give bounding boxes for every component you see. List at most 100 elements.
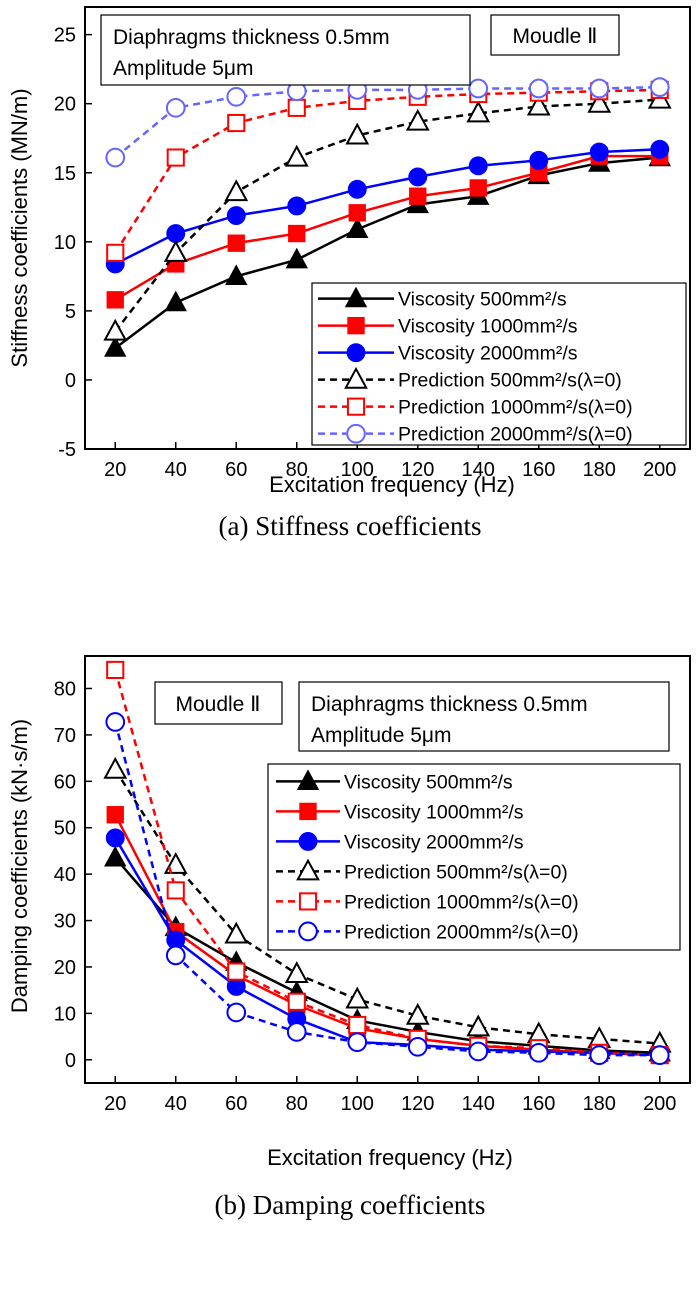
legend-marker <box>298 921 318 942</box>
data-point-prediction-2000mm-s-0-40 <box>165 945 186 966</box>
legend-marker <box>346 397 366 416</box>
data-point-prediction-500mm-s-0-120 <box>405 108 430 131</box>
legend-entry-prediction-1000mm-s-0: Prediction 1000mm²/s(λ=0) <box>276 891 579 913</box>
data-point-viscosity-1000mm-s-20 <box>106 291 124 309</box>
legend-marker <box>298 831 318 851</box>
data-point-prediction-1000mm-s-0-20 <box>106 660 125 679</box>
legend-marker <box>346 423 366 444</box>
legend-entry-prediction-500mm-s-0: Prediction 500mm²/s(λ=0) <box>318 366 622 392</box>
data-point-viscosity-1000mm-s-100 <box>348 204 366 222</box>
data-point-prediction-2000mm-s-0-40 <box>165 97 186 118</box>
panel-a-x-tick-label: 180 <box>583 459 616 481</box>
data-point-viscosity-2000mm-s-100 <box>347 179 367 199</box>
legend-entry-viscosity-1000mm-s: Viscosity 1000mm²/s <box>318 316 578 338</box>
legend-label: Prediction 500mm²/s(λ=0) <box>344 861 568 883</box>
data-point-viscosity-1000mm-s-20 <box>106 806 124 824</box>
panel-b-caption: (b) Damping coefficients <box>215 1190 486 1220</box>
data-point-viscosity-2000mm-s-160 <box>529 150 549 170</box>
legend-entry-viscosity-500mm-s: Viscosity 500mm²/s <box>318 286 567 311</box>
panel-b-y-tick-label: 60 <box>54 771 76 793</box>
series-line-prediction-2000mm-s-0 <box>114 721 660 1057</box>
panel-b-damping: 20 40 60 80 100 120 140 160 180 200 0 10 20 30 40 50 60 7… <box>7 655 691 1220</box>
data-point-viscosity-2000mm-s-80 <box>287 196 307 216</box>
panel-b-y-tick-label: 10 <box>54 1003 76 1025</box>
panel-b-module-box <box>154 681 283 725</box>
series-line-viscosity-500mm-s <box>114 857 660 1055</box>
data-point-viscosity-500mm-s-80 <box>285 247 308 269</box>
data-point-prediction-500mm-s-0-140 <box>466 100 491 123</box>
legend-label: Viscosity 2000mm²/s <box>398 343 578 365</box>
legend-entry-viscosity-500mm-s: Viscosity 500mm²/s <box>276 769 513 793</box>
panel-b-series <box>103 660 672 1065</box>
panel-b-y-tick-label: 40 <box>54 864 76 886</box>
panel-b-annotation-thickness: Diaphragms thickness 0.5mm <box>311 693 588 716</box>
panel-a-y-tick-label: 5 <box>65 301 76 323</box>
panel-b-y-tick-label: 70 <box>54 725 76 747</box>
data-point-viscosity-2000mm-s-20 <box>105 828 125 848</box>
series-line-viscosity-2000mm-s <box>114 837 660 1057</box>
panel-a-x-tick-label: 160 <box>522 459 555 481</box>
data-point-prediction-1000mm-s-0-40 <box>166 881 185 900</box>
data-point-prediction-500mm-s-0-100 <box>345 122 370 145</box>
panel-b-x-tick-label: 60 <box>225 1093 247 1115</box>
data-point-prediction-500mm-s-0-120 <box>405 1002 430 1025</box>
legend-marker <box>344 286 368 308</box>
panel-b-x-tick-label: 180 <box>583 1093 616 1115</box>
data-point-prediction-1000mm-s-0-40 <box>166 148 185 167</box>
data-point-prediction-2000mm-s-0-160 <box>528 78 549 99</box>
data-point-prediction-2000mm-s-0-80 <box>286 1022 307 1042</box>
panel-b-y-axis-title: Damping coefficients (kN·s/m) <box>7 719 32 1013</box>
panel-a-module-box <box>490 14 620 56</box>
data-point-prediction-1000mm-s-0-80 <box>287 992 306 1011</box>
series-line-viscosity-2000mm-s <box>114 148 660 266</box>
panel-a-x-tick-label: 60 <box>225 459 247 481</box>
series-prediction-500mm-s-0 <box>103 86 672 341</box>
data-point-prediction-500mm-s-0-100 <box>345 986 370 1009</box>
data-point-viscosity-1000mm-s-80 <box>288 224 306 243</box>
data-point-prediction-2000mm-s-0-200 <box>649 1045 670 1065</box>
data-point-prediction-500mm-s-0-20 <box>103 756 128 779</box>
data-point-prediction-500mm-s-0-140 <box>466 1014 491 1037</box>
panel-a-x-tick-label: 20 <box>104 459 126 481</box>
data-point-viscosity-500mm-s-40 <box>164 290 187 312</box>
legend-marker <box>296 858 320 881</box>
panel-a-x-tick-label: 140 <box>462 459 495 481</box>
data-point-prediction-1000mm-s-0-60 <box>227 113 246 133</box>
panel-b-x-tick-label: 80 <box>286 1093 308 1115</box>
data-point-prediction-2000mm-s-0-180 <box>589 78 610 99</box>
panel-a-annotation-amplitude: Amplitude 5μm <box>113 57 254 80</box>
legend-entry-prediction-2000mm-s-0: Prediction 2000mm²/s(λ=0) <box>318 424 633 446</box>
legend-entry-viscosity-2000mm-s: Viscosity 2000mm²/s <box>276 831 524 853</box>
panel-b-module-label: Moudle Ⅱ <box>175 693 260 716</box>
panel-a-x-tick-label: 120 <box>401 459 434 481</box>
data-point-prediction-500mm-s-0-60 <box>224 179 249 202</box>
data-point-prediction-2000mm-s-0-140 <box>468 78 489 99</box>
data-point-prediction-2000mm-s-0-160 <box>528 1042 549 1063</box>
panel-a-x-tick-label: 200 <box>643 459 676 481</box>
panel-a-y-tick-label: -5 <box>58 439 76 461</box>
legend-entry-prediction-500mm-s-0: Prediction 500mm²/s(λ=0) <box>276 858 568 883</box>
data-point-prediction-500mm-s-0-40 <box>163 240 188 262</box>
data-point-prediction-2000mm-s-0-20 <box>105 712 126 732</box>
data-point-prediction-2000mm-s-0-100 <box>347 1032 368 1052</box>
panel-a-y-axis-title: Stiffness coefficients (MN/m) <box>7 88 32 367</box>
series-prediction-500mm-s-0 <box>103 756 672 1053</box>
data-point-viscosity-500mm-s-100 <box>346 217 369 239</box>
data-point-prediction-1000mm-s-0-60 <box>227 962 246 981</box>
legend-label: Prediction 1000mm²/s(λ=0) <box>344 891 579 913</box>
series-line-prediction-500mm-s-0 <box>114 769 660 1045</box>
panel-b-y-tick-label: 30 <box>54 911 76 933</box>
legend-marker <box>344 366 368 389</box>
panel-a-stiffness: 20 40 60 80 100 120 140 160 180 200 -5 0 5 10 15 20 25 D… <box>7 6 691 541</box>
series-line-viscosity-500mm-s <box>114 156 660 350</box>
legend-marker <box>299 802 317 821</box>
panel-b-annotation-amplitude: Amplitude 5μm <box>311 724 452 747</box>
data-point-prediction-2000mm-s-0-180 <box>589 1045 610 1065</box>
legend-marker <box>347 316 365 335</box>
series-line-viscosity-1000mm-s <box>114 154 660 301</box>
data-point-prediction-1000mm-s-0-80 <box>287 98 306 117</box>
legend-label: Viscosity 500mm²/s <box>344 771 513 793</box>
data-point-viscosity-2000mm-s-200 <box>650 139 670 159</box>
data-point-prediction-2000mm-s-0-60 <box>226 86 247 107</box>
data-point-prediction-500mm-s-0-80 <box>284 961 309 983</box>
